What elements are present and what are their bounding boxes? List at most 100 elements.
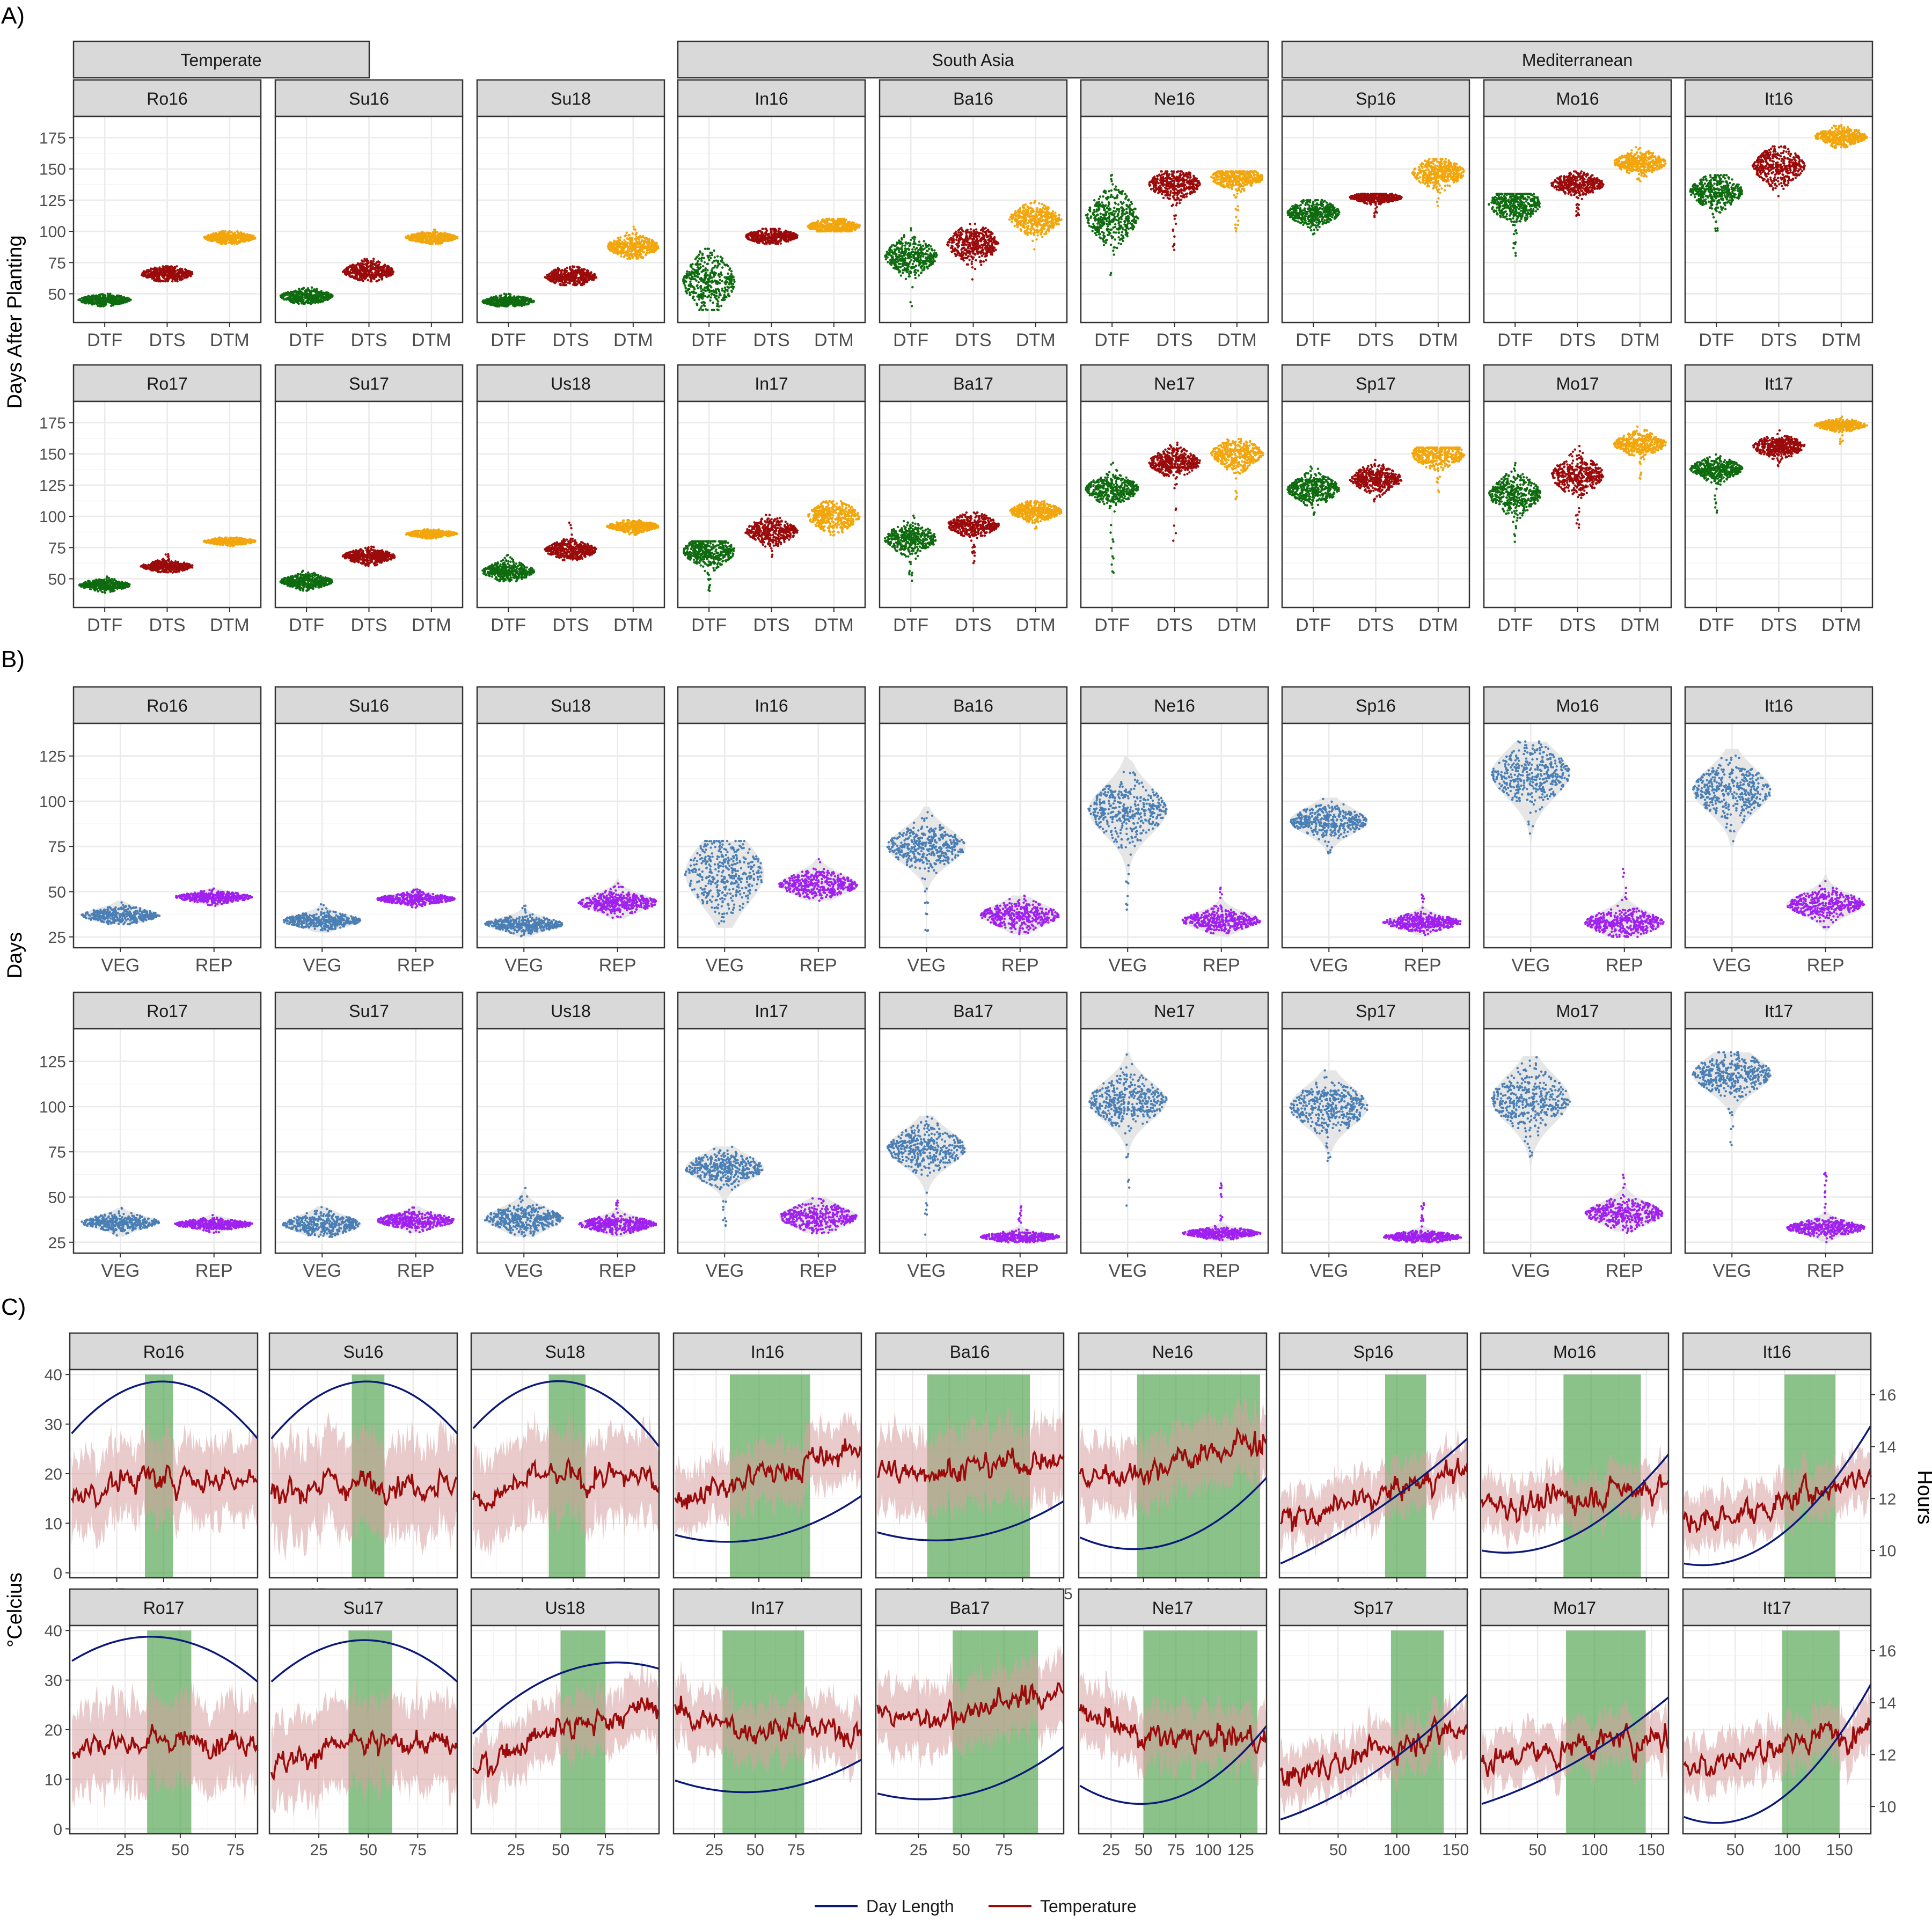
data-point xyxy=(519,304,521,306)
data-point xyxy=(420,233,422,235)
data-point xyxy=(649,245,652,247)
data-point xyxy=(300,297,302,299)
data-point xyxy=(429,238,431,240)
data-point xyxy=(354,270,356,273)
data-point xyxy=(174,267,176,269)
data-point xyxy=(513,304,515,306)
group-label-south-asia: South Asia xyxy=(932,50,1014,70)
data-point xyxy=(609,249,611,251)
data-point xyxy=(363,273,365,275)
data-point xyxy=(550,277,552,279)
data-point xyxy=(569,266,571,268)
data-point xyxy=(521,304,523,306)
data-point xyxy=(234,240,236,242)
data-point xyxy=(303,303,305,305)
data-point xyxy=(219,235,222,237)
data-point xyxy=(626,238,628,240)
data-point xyxy=(554,273,557,275)
data-point xyxy=(292,292,294,294)
data-point xyxy=(642,247,644,250)
data-point xyxy=(495,297,497,299)
data-point xyxy=(583,279,586,281)
data-point xyxy=(289,295,291,297)
axis-title-a-y: Days After Planting xyxy=(4,235,26,408)
data-point xyxy=(287,297,289,299)
data-point xyxy=(434,229,436,231)
panel-a-su18: Su18DTF DTS DTM xyxy=(477,80,664,350)
group-strip-temperate: Temperate xyxy=(74,41,369,78)
x-tick-label-dts: DTS xyxy=(149,330,186,350)
data-point xyxy=(411,235,413,237)
data-point xyxy=(448,235,450,237)
data-point xyxy=(298,299,301,302)
data-point xyxy=(83,297,85,299)
data-point xyxy=(487,298,489,301)
data-point xyxy=(489,300,491,302)
data-point xyxy=(304,297,306,299)
data-point xyxy=(560,272,562,274)
data-point xyxy=(582,274,584,276)
data-point xyxy=(641,239,643,241)
data-point xyxy=(301,295,303,297)
data-point xyxy=(318,292,320,294)
data-point xyxy=(583,268,586,270)
data-point xyxy=(581,283,583,285)
data-point xyxy=(233,242,236,244)
x-tick-label-dtm: DTM xyxy=(412,330,451,350)
data-point xyxy=(493,297,495,299)
data-point xyxy=(624,235,626,237)
data-point xyxy=(618,246,620,248)
data-point xyxy=(312,290,314,292)
x-tick-label-dts: DTS xyxy=(553,330,589,350)
data-point xyxy=(481,301,484,303)
data-point xyxy=(577,270,579,273)
data-point xyxy=(289,298,291,300)
data-point xyxy=(636,251,639,253)
data-point xyxy=(637,254,639,256)
data-point xyxy=(528,300,530,302)
data-point xyxy=(571,270,573,272)
data-point xyxy=(510,302,512,304)
data-point xyxy=(632,232,634,235)
data-point xyxy=(229,230,231,232)
data-point xyxy=(492,299,494,302)
data-point xyxy=(573,280,575,282)
data-point xyxy=(504,294,507,296)
data-point xyxy=(511,297,513,299)
data-point xyxy=(307,287,309,289)
data-point xyxy=(418,237,420,239)
data-point xyxy=(84,301,86,303)
data-point xyxy=(617,252,619,254)
data-point xyxy=(582,272,584,274)
data-point xyxy=(577,266,579,268)
data-point xyxy=(359,266,361,268)
data-point xyxy=(298,289,301,291)
data-point xyxy=(171,280,173,282)
data-point xyxy=(384,264,386,266)
data-point xyxy=(89,297,91,299)
data-point xyxy=(372,260,375,262)
data-point xyxy=(516,296,518,298)
data-point xyxy=(295,296,297,298)
data-point xyxy=(365,269,367,272)
data-point xyxy=(645,254,647,256)
data-point xyxy=(122,297,124,299)
data-point xyxy=(294,290,296,292)
data-point xyxy=(391,268,393,270)
data-point xyxy=(216,233,218,235)
data-point xyxy=(559,283,561,285)
data-point xyxy=(556,272,558,274)
data-point xyxy=(370,261,372,263)
data-point xyxy=(377,267,379,269)
data-point xyxy=(247,239,250,241)
data-point xyxy=(119,302,121,304)
y-tick-label: 50 xyxy=(48,286,66,303)
data-point xyxy=(558,268,560,270)
data-point xyxy=(422,233,425,235)
data-point xyxy=(365,264,367,266)
data-point xyxy=(160,268,163,270)
data-point xyxy=(641,256,643,258)
data-point xyxy=(375,280,377,282)
data-point xyxy=(370,264,372,266)
